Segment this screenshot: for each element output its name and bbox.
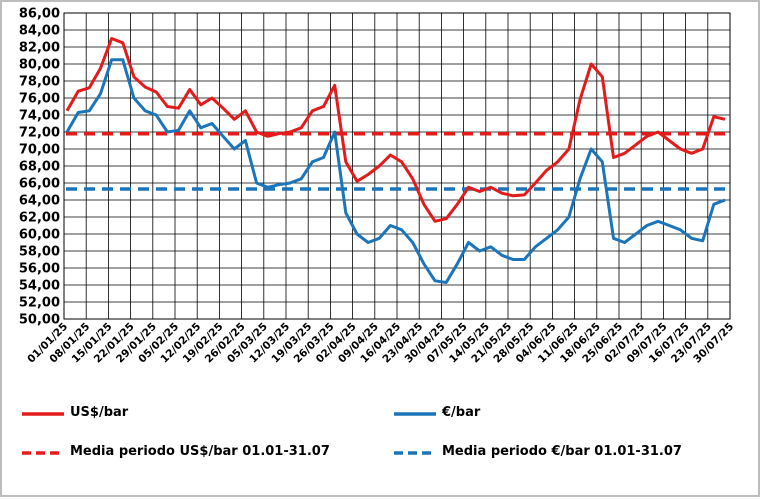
- y-tick-label: 78,00: [19, 75, 60, 90]
- series-1-line: [65, 58, 726, 284]
- series-0-line: [65, 37, 726, 223]
- y-tick-label: 86,00: [19, 7, 60, 22]
- legend-usd-label: US$/bar: [70, 405, 129, 420]
- y-tick-label: 50,00: [19, 313, 60, 328]
- average-lines: [66, 131, 728, 191]
- y-tick-label: 60,00: [19, 228, 60, 243]
- legend-eur-label: €/bar: [442, 405, 481, 420]
- y-tick-label: 62,00: [19, 211, 60, 226]
- legend-usd-avg-label: Media periodo US$/bar 01.01-31.07: [70, 444, 330, 459]
- y-tick-label: 68,00: [19, 160, 60, 175]
- y-tick-label: 52,00: [19, 296, 60, 311]
- series-lines: [65, 37, 726, 284]
- legend-eur-avg-label: Media periodo €/bar 01.01-31.07: [442, 444, 682, 459]
- axes: 50,00 52,00 54,00 56,00 58,00 60,00 62,00 64,00…: [19, 7, 736, 366]
- y-tick-label: 80,00: [19, 58, 60, 73]
- y-tick-label: 66,00: [19, 177, 60, 192]
- plot-area-border: [63, 12, 731, 320]
- y-tick-label: 82,00: [19, 41, 60, 56]
- legend-lines: [22, 412, 436, 455]
- y-tick-label: 54,00: [19, 279, 60, 294]
- y-tick-label: 70,00: [19, 143, 60, 158]
- y-tick-label: 84,00: [19, 24, 60, 39]
- y-tick-label: 64,00: [19, 194, 60, 209]
- y-tick-label: 74,00: [19, 109, 60, 124]
- y-tick-label: 76,00: [19, 92, 60, 107]
- y-tick-label: 58,00: [19, 245, 60, 260]
- y-tick-label: 56,00: [19, 262, 60, 277]
- y-tick-label: 72,00: [19, 126, 60, 141]
- grid: [63, 12, 731, 320]
